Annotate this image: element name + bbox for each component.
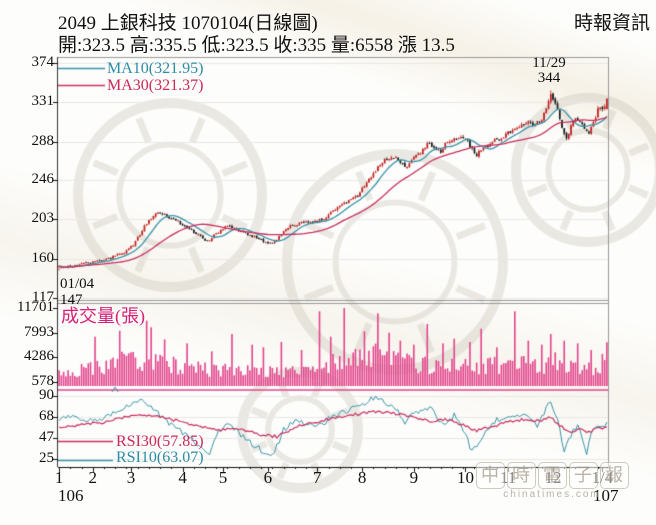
month-axis-label: 12 xyxy=(544,468,562,487)
price-axis-label: 246 xyxy=(31,171,55,188)
rsi10-legend-label: RSI10(63.07) xyxy=(116,449,204,466)
price-axis-label: 203 xyxy=(31,210,55,227)
month-axis-label: 10 xyxy=(456,468,474,487)
volume-panel-title: 成交量(張) xyxy=(61,306,145,326)
month-axis-label: 5 xyxy=(218,468,228,487)
month-axis-label: 6 xyxy=(263,468,273,487)
price-axis-label: 160 xyxy=(31,249,55,266)
price-axis-label: 288 xyxy=(31,132,55,149)
volume-axis-label: 7993 xyxy=(24,323,54,340)
month-axis-label: 9 xyxy=(409,468,419,487)
rsi-axis-label: 90 xyxy=(39,387,54,403)
start-annotation-date: 01/04 xyxy=(60,276,95,292)
volume-axis-label: 578 xyxy=(31,373,55,390)
header-row: 2049 上銀科技 1070104(日線圖) 時報資訊 xyxy=(58,8,650,35)
peak-annotation-date: 11/29 xyxy=(532,55,566,71)
ohlc-summary: 開:323.5 高:335.5 低:323.5 收:335 量:6558 漲 1… xyxy=(58,35,455,56)
ma10-legend-label: MA10(321.95) xyxy=(107,60,204,77)
page-title: 2049 上銀科技 1070104(日線圖) xyxy=(58,13,318,34)
year-label-right: 107 xyxy=(593,486,619,505)
month-axis-label: 2 xyxy=(88,468,98,487)
month-axis-label: 3 xyxy=(126,468,136,487)
month-axis-label: 7 xyxy=(313,468,322,487)
start-annotation-value: 147 xyxy=(60,292,83,308)
ma30-legend-label: MA30(321.37) xyxy=(107,77,204,94)
rsi-axis-label: 25 xyxy=(39,450,54,466)
month-axis-label: 1 xyxy=(54,468,64,487)
month-axis-label: 11 xyxy=(499,468,517,487)
price-axis-label: 331 xyxy=(31,93,55,110)
volume-axis-label: 11701 xyxy=(17,299,54,315)
source-label: 時報資訊 xyxy=(573,13,650,34)
month-axis-label: 1/4 xyxy=(591,468,614,487)
volume-axis-label: 4286 xyxy=(24,348,54,365)
price-axis-label: 117 xyxy=(32,289,54,305)
month-axis-label: 4 xyxy=(178,468,187,487)
peak-annotation-value: 344 xyxy=(537,70,561,86)
rsi-axis-label: 47 xyxy=(39,428,54,445)
price-axis-label: 374 xyxy=(31,54,55,70)
rsi-axis-label: 68 xyxy=(39,408,54,425)
rsi30-legend-label: RSI30(57.85) xyxy=(116,433,204,450)
year-label-left: 106 xyxy=(58,486,84,505)
month-axis-label: 8 xyxy=(357,468,367,487)
